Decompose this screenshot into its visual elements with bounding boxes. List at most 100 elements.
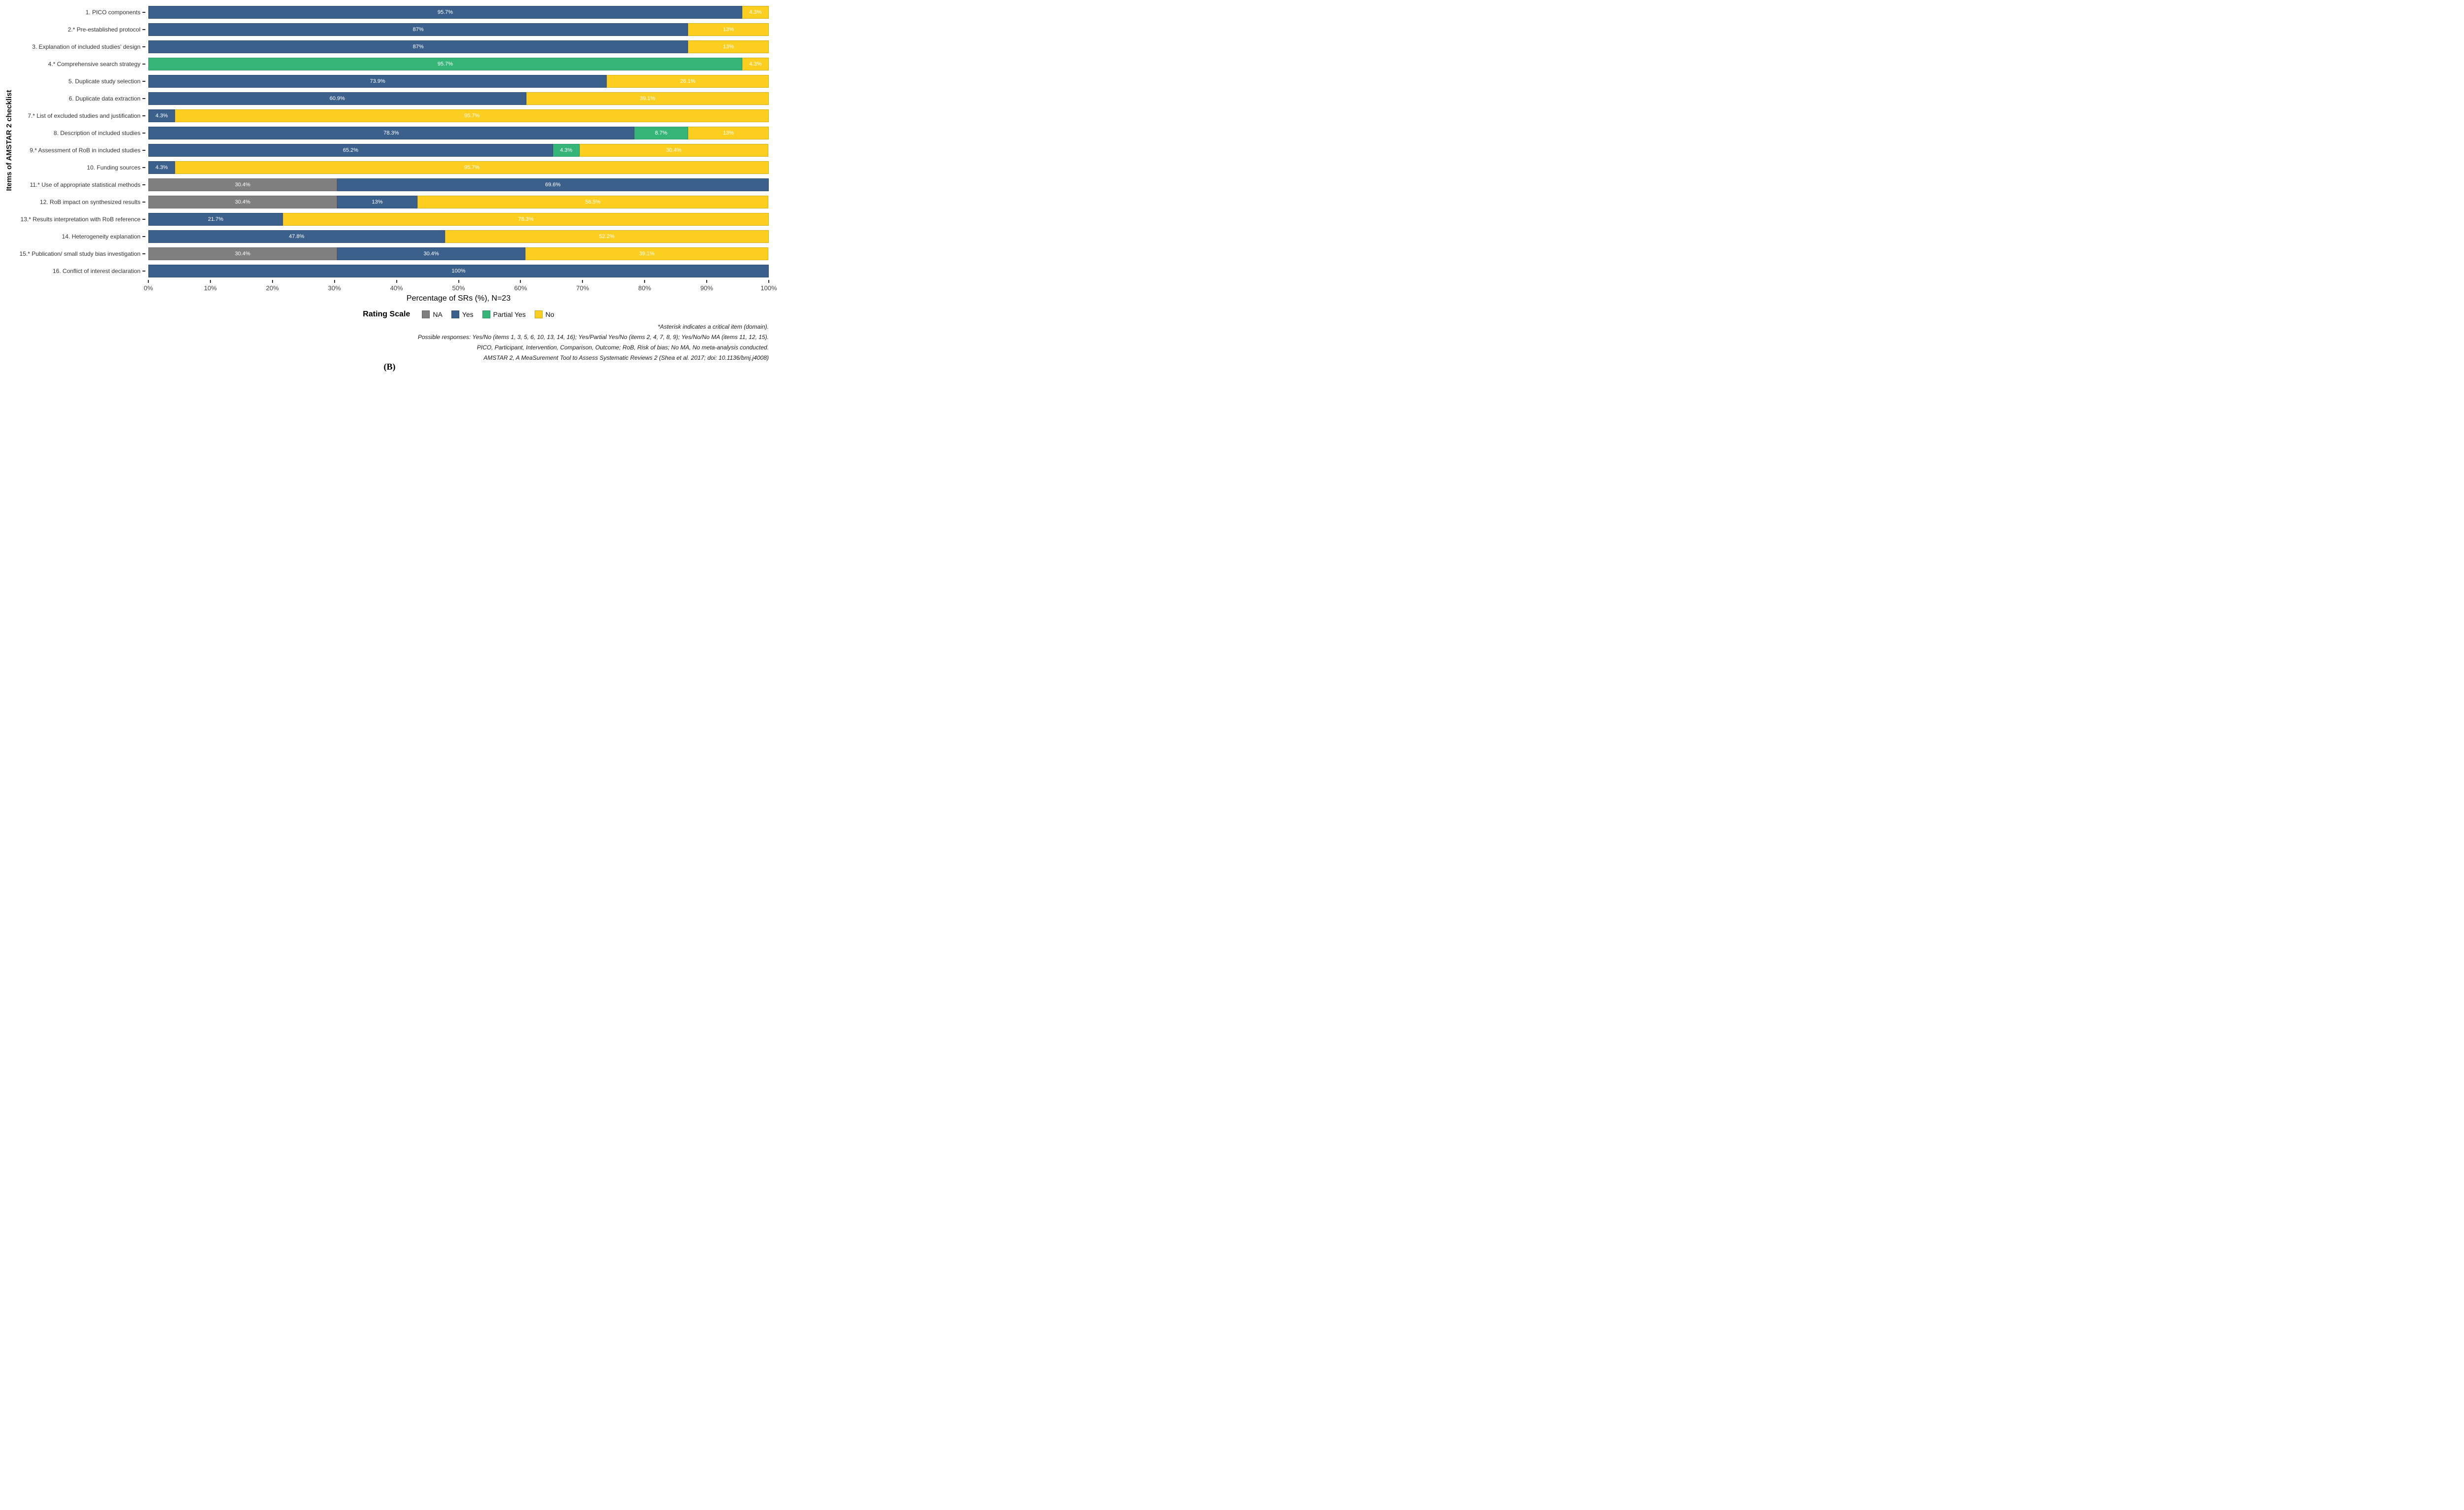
category-label: 3. Explanation of included studies' desi… [32,43,140,50]
bar-segment-na: 30.4% [148,247,337,260]
category-label: 1. PICO components [85,8,140,16]
bar-value-label: 60.9% [329,95,345,102]
x-axis: 0% 10% 20% 30% 40% 50% 60% 70% 80% 90% 100% [144,280,777,296]
footnote-line: PICO, Participant, Intervention, Compari… [477,344,769,351]
bar-value-label: 30.4% [235,181,250,188]
bar-value-label: 78.3% [383,130,399,136]
x-tick-label: 60% [514,284,527,292]
bar-segment-yes: 47.8% [148,230,445,243]
bar-row: 7.* List of excluded studies and justifi… [0,107,779,124]
legend-item-na: NA [422,310,443,318]
bar-segment-no: 56.5% [417,195,768,208]
bar-value-label: 4.3% [749,61,762,67]
x-tick-mark [582,280,583,283]
bar-segment-yes: 73.9% [148,74,607,88]
bar-segment-yes: 95.7% [148,5,742,19]
footnote-line: AMSTAR 2, A MeaSurement Tool to Assess S… [483,354,769,361]
x-tick-mark [768,280,769,283]
legend-item-label: Partial Yes [493,310,526,318]
bar-row: 15.* Publication/ small study bias inves… [0,245,779,262]
bar-track: 95.7% 4.3% [148,5,769,19]
bar-value-label: 30.4% [423,250,439,257]
category-label: 7.* List of excluded studies and justifi… [28,112,140,119]
footnote-line: *Asterisk indicates a critical item (dom… [657,323,769,330]
x-tick-label: 100% [760,284,777,292]
bar-segment-yes: 87% [148,23,688,36]
bar-track: 95.7% 4.3% [148,57,769,70]
panel-label: (B) [383,362,396,372]
bar-value-label: 100% [451,268,466,274]
bar-row: 8. Description of included studies 78.3% 8… [0,124,779,141]
bar-row: 4.* Comprehensive search strategy 95.7% 4.… [0,55,779,72]
y-tick-mark [142,253,145,254]
footnotes: *Asterisk indicates a critical item (dom… [418,322,769,363]
bar-value-label: 73.9% [370,78,385,84]
bar-value-label: 30.4% [666,147,682,153]
bar-value-label: 13% [723,130,734,136]
category-label: 13.* Results interpretation with RoB ref… [20,215,140,223]
bar-value-label: 21.7% [207,216,224,222]
x-tick-mark [644,280,646,283]
category-label: 2.* Pre-established protocol [68,26,140,33]
bar-row: 9.* Assessment of RoB in included studie… [0,141,779,159]
bar-row: 12. RoB impact on synthesized results 30.… [0,193,779,210]
plot-area: 1. PICO components 95.7% 4.3% 2.* Pre-estab… [0,3,779,279]
bar-track: 4.3% 95.7% [148,161,769,174]
bar-value-label: 4.3% [749,9,762,15]
bar-value-label: 4.3% [155,112,168,119]
bar-segment-yes: 65.2% [148,143,553,157]
legend-item-no: No [534,310,554,318]
bar-segment-partial-yes: 8.7% [634,126,688,139]
y-tick-mark [142,184,145,185]
x-tick-label: 70% [576,284,589,292]
bar-value-label: 95.7% [437,61,453,67]
category-label: 11.* Use of appropriate statistical meth… [30,181,140,188]
legend-swatch-no [534,310,543,318]
legend-title: Rating Scale [363,310,411,318]
bar-value-label: 30.4% [235,250,250,257]
x-tick-mark [706,280,708,283]
amstar2-stacked-bar-figure: Items of AMSTAR 2 checklist 1. PICO comp… [0,0,779,378]
x-tick-mark [334,280,335,283]
bar-segment-partial-yes: 4.3% [552,143,580,157]
category-label: 16. Conflict of interest declaration [52,267,140,275]
x-tick-label: 10% [204,284,217,292]
y-tick-mark [142,270,145,272]
category-label: 15.* Publication/ small study bias inves… [19,250,140,257]
y-tick-mark [142,167,145,168]
y-tick-mark [142,98,145,99]
bar-segment-no: 13% [688,126,769,139]
legend-item-label: Yes [462,310,474,318]
bar-segment-no: 4.3% [742,5,769,19]
bar-row: 16. Conflict of interest declaration 100% [0,262,779,279]
legend-swatch-na [422,310,430,318]
y-tick-mark [142,218,145,220]
bar-row: 3. Explanation of included studies' desi… [0,38,779,55]
bar-value-label: 13% [372,199,383,205]
bar-value-label: 4.3% [560,147,573,153]
x-tick-label: 20% [266,284,279,292]
bar-track: 100% [148,264,769,277]
bar-segment-yes: 60.9% [148,92,526,105]
y-tick-mark [142,236,145,237]
bar-value-label: 95.7% [464,164,480,171]
bar-row: 1. PICO components 95.7% 4.3% [0,3,779,21]
bar-segment-no: 13% [688,40,769,53]
y-tick-mark [142,80,145,82]
x-tick-mark [458,280,459,283]
y-tick-mark [142,201,145,203]
x-tick-mark [272,280,273,283]
y-tick-mark [142,11,145,13]
bar-value-label: 30.4% [235,199,250,205]
bar-track: 87% 13% [148,23,769,36]
bar-value-label: 87% [412,26,424,33]
x-tick-mark [209,280,211,283]
bar-value-label: 26.1% [680,78,696,84]
x-tick-label: 0% [143,284,153,292]
bar-track: 78.3% 8.7% 13% [148,126,769,139]
bar-value-label: 87% [412,43,424,50]
legend: Rating Scale NA Yes Partial Yes No [148,309,769,320]
bar-segment-no: 39.1% [525,247,768,260]
bar-value-label: 69.6% [545,181,561,188]
bar-value-label: 52.2% [599,233,615,240]
